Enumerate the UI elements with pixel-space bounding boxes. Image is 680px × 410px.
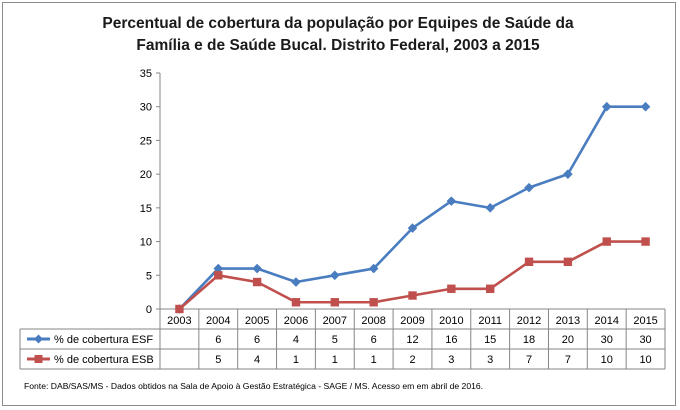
data-point <box>213 263 224 274</box>
data-point <box>368 263 379 274</box>
data-point <box>601 101 612 112</box>
y-tick-label: 0 <box>146 304 152 316</box>
data-point <box>602 237 611 246</box>
data-table-cell: 1 <box>332 354 338 366</box>
x-tick-label: 2011 <box>478 315 502 327</box>
y-tick-label: 30 <box>140 102 152 114</box>
data-table-cell: 5 <box>332 334 338 346</box>
y-tick-label: 10 <box>140 237 152 249</box>
y-tick-label: 20 <box>140 169 152 181</box>
data-point <box>563 257 573 266</box>
x-tick-label: 2012 <box>517 315 541 327</box>
data-point <box>524 257 534 266</box>
data-point <box>369 298 378 307</box>
data-table-cell: 15 <box>484 334 496 346</box>
data-table-cell: 4 <box>293 334 299 346</box>
chart-title-line-1: Percentual de cobertura da população por… <box>102 15 574 32</box>
data-point <box>330 270 340 281</box>
data-point <box>175 304 184 314</box>
data-table-cell: 7 <box>526 354 532 366</box>
x-tick-label: 2004 <box>206 315 230 327</box>
data-point <box>252 263 262 274</box>
y-tick-label: 35 <box>140 68 152 80</box>
data-table-cell: 12 <box>406 334 418 346</box>
series-line-0 <box>178 105 646 310</box>
data-table-cell: 30 <box>601 334 613 346</box>
data-table-cell: 3 <box>448 354 454 366</box>
x-tick-label: 2009 <box>400 315 424 327</box>
chart-frame <box>2 2 676 406</box>
x-tick-label: 2015 <box>633 315 657 327</box>
y-tick-label: 25 <box>140 135 152 147</box>
data-table-cell: 7 <box>565 354 571 366</box>
data-point <box>446 196 457 206</box>
y-tick-label: 15 <box>140 203 152 215</box>
data-point <box>252 277 262 287</box>
chart-title-line-2: Família e de Saúde Bucal. Distrito Feder… <box>136 37 540 54</box>
series-layer <box>174 101 651 314</box>
data-table-cell: 20 <box>562 334 574 346</box>
x-tick-label: 2014 <box>594 315 618 327</box>
data-table-cell: 1 <box>293 354 299 366</box>
data-point <box>408 291 417 300</box>
data-table-cell: 10 <box>601 354 613 366</box>
x-tick-label: 2010 <box>439 315 463 327</box>
data-table-cell: 30 <box>639 334 651 346</box>
x-tick-label: 2013 <box>556 315 580 327</box>
axes: 0 5 10 15 20 25 30 35 <box>140 68 161 316</box>
data-table-cell: 1 <box>371 354 377 366</box>
data-point <box>291 277 301 287</box>
data-table: 2003 2004 2005 2006 2007 2008 2009 2010 2011 2012… <box>19 308 666 370</box>
data-point <box>330 298 340 307</box>
data-table-cell: 3 <box>487 354 493 366</box>
data-table-cell: 6 <box>215 334 221 346</box>
data-table-cell: 6 <box>371 334 377 346</box>
x-tick-label: 2005 <box>245 315 269 327</box>
legend-label: % de cobertura ESF <box>54 334 153 346</box>
data-table-cell: 2 <box>409 354 415 366</box>
data-table-cell: 18 <box>523 334 535 346</box>
source-note: Fonte: DAB/SAS/MS - Dados obtidos na Sal… <box>24 381 483 391</box>
data-point <box>407 223 418 233</box>
legend-label: % de cobertura ESB <box>54 354 154 366</box>
data-table-cell: 4 <box>254 354 260 366</box>
x-tick-label: 2003 <box>167 315 191 327</box>
data-table-cell: 10 <box>639 354 651 366</box>
x-tick-label: 2008 <box>361 315 385 327</box>
data-table-cell: 6 <box>254 334 260 346</box>
y-tick-label: 5 <box>146 270 152 282</box>
data-point <box>485 203 495 213</box>
data-point <box>640 101 651 112</box>
data-point <box>485 284 495 293</box>
data-table-cell: 16 <box>445 334 457 346</box>
data-point <box>214 271 223 280</box>
legend-key-marker <box>34 334 43 344</box>
data-point <box>641 237 650 246</box>
data-point <box>291 298 301 307</box>
data-point <box>524 182 534 193</box>
x-tick-label: 2006 <box>284 315 308 327</box>
data-table-cell: 5 <box>215 354 221 366</box>
data-point <box>447 284 456 293</box>
x-tick-label: 2007 <box>323 315 347 327</box>
data-point <box>563 169 573 179</box>
legend-key-marker <box>34 355 43 363</box>
